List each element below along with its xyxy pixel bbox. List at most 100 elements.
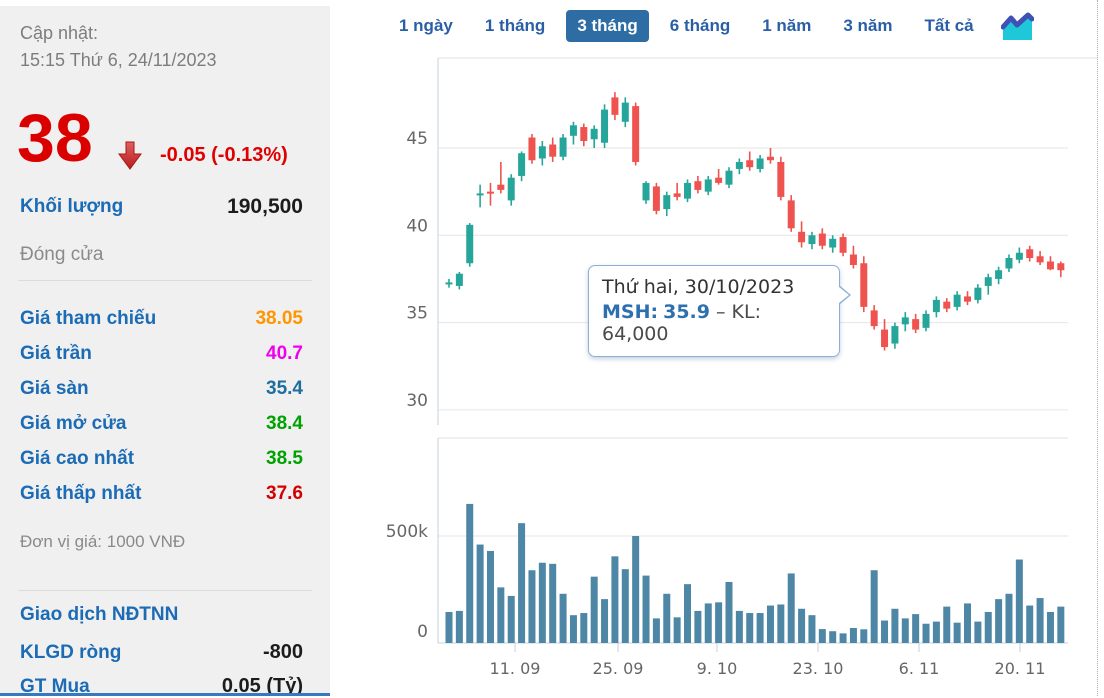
volume-bar[interactable] <box>818 629 826 643</box>
candle-body[interactable] <box>839 237 847 253</box>
volume-bar[interactable] <box>590 576 598 643</box>
volume-bar[interactable] <box>559 593 567 643</box>
volume-bar[interactable] <box>829 631 837 643</box>
candle-body[interactable] <box>673 193 681 197</box>
volume-bar[interactable] <box>798 608 806 643</box>
candle-body[interactable] <box>642 182 650 201</box>
tab-1-ngay[interactable]: 1 ngày <box>399 16 453 35</box>
volume-bar[interactable] <box>715 602 723 643</box>
volume-bar[interactable] <box>974 621 982 643</box>
candle-body[interactable] <box>507 177 515 201</box>
volume-bar[interactable] <box>777 604 785 643</box>
candle-body[interactable] <box>1015 252 1023 260</box>
candle-body[interactable] <box>953 294 961 307</box>
volume-bar[interactable] <box>445 611 453 643</box>
volume-bar[interactable] <box>684 584 692 643</box>
volume-bar[interactable] <box>507 595 515 643</box>
volume-bar[interactable] <box>1005 593 1013 643</box>
candle-body[interactable] <box>818 233 826 246</box>
candle-body[interactable] <box>455 273 463 286</box>
candle-body[interactable] <box>466 224 474 264</box>
candle-body[interactable] <box>632 106 640 162</box>
volume-bar[interactable] <box>1057 606 1065 643</box>
volume-bar[interactable] <box>912 614 920 643</box>
volume-bar[interactable] <box>580 613 588 643</box>
volume-bar[interactable] <box>1026 605 1034 643</box>
candle-body[interactable] <box>756 158 764 169</box>
candle-body[interactable] <box>559 137 567 157</box>
price-volume-chart[interactable]: 45 40 35 30 500k 0 11. 09 25. 09 9. 10 23. 10 6. 1… <box>330 0 1104 696</box>
volume-bar[interactable] <box>953 622 961 643</box>
candle-body[interactable] <box>901 317 909 325</box>
volume-bar[interactable] <box>984 611 992 643</box>
volume-bar[interactable] <box>569 615 577 643</box>
volume-bar[interactable] <box>518 523 526 643</box>
candle-body[interactable] <box>569 125 577 136</box>
volume-bar[interactable] <box>725 582 733 643</box>
volume-bar[interactable] <box>839 633 847 643</box>
candle-body[interactable] <box>1036 256 1044 263</box>
volume-bar[interactable] <box>746 613 754 643</box>
tab-3-nam[interactable]: 3 năm <box>843 16 893 35</box>
volume-bar[interactable] <box>870 570 878 643</box>
candle-body[interactable] <box>881 329 889 348</box>
volume-bar[interactable] <box>756 613 764 643</box>
candle-body[interactable] <box>1005 257 1013 269</box>
candle-body[interactable] <box>1057 263 1065 271</box>
tab-1-thang[interactable]: 1 tháng <box>484 16 546 35</box>
candle-body[interactable] <box>932 299 940 313</box>
volume-bar[interactable] <box>611 556 619 643</box>
candle-body[interactable] <box>964 296 971 302</box>
candle-body[interactable] <box>943 301 951 309</box>
candle-body[interactable] <box>1046 261 1054 270</box>
volume-bar[interactable] <box>922 623 930 643</box>
volume-bar[interactable] <box>704 603 712 643</box>
candle-body[interactable] <box>528 137 536 161</box>
volume-bar[interactable] <box>621 569 629 643</box>
candle-body[interactable] <box>445 282 453 285</box>
volume-bar[interactable] <box>1036 598 1044 643</box>
candle-body[interactable] <box>663 195 671 210</box>
candle-body[interactable] <box>984 277 992 286</box>
candle-body[interactable] <box>601 109 609 143</box>
volume-bar[interactable] <box>881 620 889 643</box>
volume-bar[interactable] <box>766 605 774 643</box>
volume-bar[interactable] <box>652 618 660 643</box>
volume-bar[interactable] <box>1015 559 1023 643</box>
candle-body[interactable] <box>974 287 982 300</box>
candle-body[interactable] <box>538 146 546 159</box>
volume-bar[interactable] <box>632 536 640 643</box>
candle-body[interactable] <box>476 193 484 196</box>
candle-body[interactable] <box>497 184 505 190</box>
volume-bar[interactable] <box>673 617 681 643</box>
volume-bar[interactable] <box>787 573 795 643</box>
tab-3-thang[interactable]: 3 tháng <box>566 10 649 42</box>
volume-bar[interactable] <box>964 603 971 643</box>
candle-body[interactable] <box>891 326 899 344</box>
volume-bar[interactable] <box>1046 611 1054 643</box>
volume-bar[interactable] <box>735 610 743 643</box>
candle-body[interactable] <box>1026 249 1034 258</box>
candle-body[interactable] <box>787 200 795 229</box>
candle-body[interactable] <box>590 128 598 140</box>
volume-bar[interactable] <box>995 599 1003 643</box>
candle-body[interactable] <box>849 254 857 265</box>
candle-body[interactable] <box>715 177 723 183</box>
volume-bar[interactable] <box>642 575 650 643</box>
candle-body[interactable] <box>652 186 660 211</box>
volume-bar[interactable] <box>455 610 463 643</box>
volume-bar[interactable] <box>549 563 557 643</box>
volume-bar[interactable] <box>901 618 909 643</box>
volume-bar[interactable] <box>663 593 671 643</box>
candle-body[interactable] <box>995 270 1003 279</box>
candle-body[interactable] <box>777 161 785 197</box>
volume-bar[interactable] <box>486 550 494 643</box>
volume-bar[interactable] <box>694 610 702 643</box>
candle-body[interactable] <box>725 170 733 185</box>
candle-body[interactable] <box>746 160 754 168</box>
volume-bar[interactable] <box>932 621 940 643</box>
candle-body[interactable] <box>486 191 494 194</box>
candle-body[interactable] <box>518 153 526 176</box>
candle-body[interactable] <box>704 179 712 192</box>
candle-body[interactable] <box>684 182 692 199</box>
